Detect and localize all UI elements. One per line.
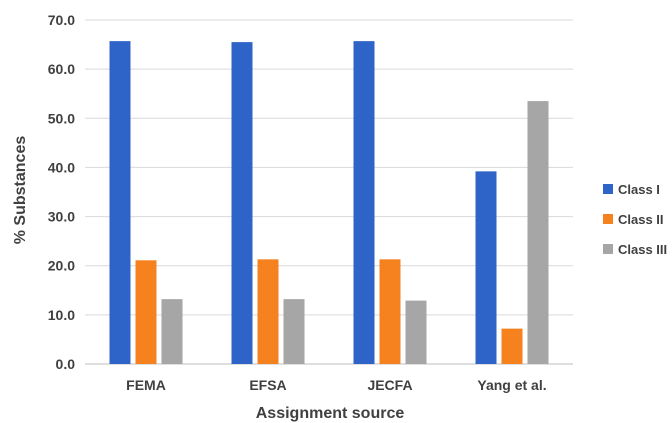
legend-swatch	[603, 184, 613, 194]
bar-class-ii-efsa	[257, 259, 279, 364]
x-tick-label: EFSA	[249, 377, 286, 393]
y-tick-label: 60.0	[48, 61, 75, 77]
legend-label: Class II	[618, 212, 664, 227]
bar-class-i-efsa	[231, 42, 253, 364]
y-axis-ticks: 0.0 10.0 20.0 30.0 40.0 50.0 60.0 70.0	[48, 12, 75, 372]
legend-swatch	[603, 244, 613, 254]
bar-class-ii-fema	[135, 260, 157, 364]
y-tick-label: 20.0	[48, 258, 75, 274]
x-tick-label: Yang et al.	[477, 377, 546, 393]
bar-class-iii-yang-et-al	[527, 101, 549, 364]
y-axis-title: % Substances	[12, 136, 29, 245]
y-tick-label: 10.0	[48, 307, 75, 323]
bar-class-iii-fema	[161, 299, 183, 364]
bar-class-i-yang-et-al	[475, 171, 497, 364]
y-tick-label: 70.0	[48, 12, 75, 28]
x-axis-title: Assignment source	[256, 405, 405, 422]
legend-label: Class I	[618, 182, 660, 197]
bar-class-iii-jecfa	[405, 300, 427, 364]
bars	[109, 41, 549, 364]
y-tick-label: 50.0	[48, 110, 75, 126]
y-tick-label: 30.0	[48, 209, 75, 225]
y-tick-label: 40.0	[48, 159, 75, 175]
x-axis-ticks: FEMA EFSA JECFA Yang et al.	[126, 377, 546, 393]
bar-class-i-fema	[109, 41, 131, 364]
x-tick-label: FEMA	[126, 377, 166, 393]
gridlines	[85, 19, 573, 365]
x-tick-label: JECFA	[367, 377, 412, 393]
bar-class-i-jecfa	[353, 41, 375, 364]
y-tick-label: 0.0	[56, 356, 76, 372]
bar-class-ii-jecfa	[379, 259, 401, 364]
bar-class-ii-yang-et-al	[501, 328, 523, 364]
legend-label: Class III	[618, 242, 667, 257]
legend: Class I Class II Class III	[603, 182, 667, 257]
legend-swatch	[603, 214, 613, 224]
bar-class-iii-efsa	[283, 299, 305, 364]
